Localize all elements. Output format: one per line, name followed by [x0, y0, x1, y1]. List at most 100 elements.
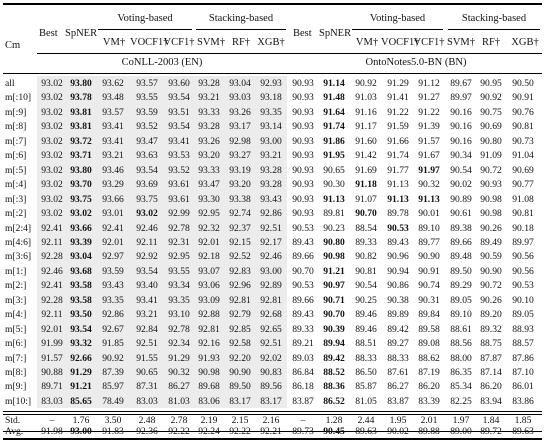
table-cell: 1.28	[325, 415, 343, 426]
table-cell: 87.39	[102, 367, 124, 378]
table-cell: 90.26	[480, 294, 502, 306]
table-cell: 90.90	[480, 265, 502, 277]
row-label: Std.	[5, 415, 21, 426]
row-label: m[4:6]	[5, 236, 32, 248]
table-cell: 90.56	[512, 251, 534, 263]
table-cell: 92.74	[229, 208, 251, 220]
table-cell: 92.83	[229, 265, 251, 277]
row-label: Avg.	[5, 426, 24, 437]
table-cell: 93.35	[168, 294, 190, 306]
table-cell: 93.63	[136, 150, 158, 162]
table-cell: 93.28	[198, 78, 220, 89]
table-cell: 93.21	[136, 309, 158, 321]
table-cell: 89.46	[355, 323, 377, 335]
table-cell: 2.44	[357, 415, 375, 426]
table-cell: 92.81	[260, 294, 282, 306]
table-cell: 2.19	[200, 415, 218, 426]
table-cell: 93.40	[136, 280, 158, 292]
table-cell: 91.29	[168, 352, 190, 364]
table-cell: 90.72	[480, 164, 502, 176]
table-cell: 90.97	[323, 280, 345, 292]
table-cell: 91.41	[387, 92, 409, 104]
table-cell: 92.93	[260, 78, 282, 89]
table-cell: 91.03	[355, 92, 377, 104]
table-cell: 90.93	[292, 150, 314, 162]
table-cell: 93.20	[198, 150, 220, 162]
table-cell: 78.49	[102, 395, 124, 407]
table-cell: 93.10	[168, 309, 190, 321]
table-cell: 81.05	[355, 395, 377, 407]
table-cell: 90.93	[292, 106, 314, 118]
table-cell: 93.19	[229, 164, 251, 176]
table-cell: 90.90	[418, 251, 440, 263]
table-cell: 93.17	[229, 121, 251, 133]
table-cell: 2.15	[231, 415, 249, 426]
table-cell: 93.07	[198, 265, 220, 277]
table-cell: 1.85	[514, 415, 532, 426]
table-cell: 1.95	[389, 415, 407, 426]
table-cell: 93.00	[260, 265, 282, 277]
table-cell: 93.55	[136, 92, 158, 104]
table-cell: 90.90	[229, 367, 251, 378]
table-cell: 90.91	[512, 92, 534, 104]
table-cell: 2.48	[138, 415, 156, 426]
table-cell: 91.13	[418, 193, 440, 205]
table-cell: 89.94	[323, 338, 345, 350]
table-cell: 90.56	[512, 265, 534, 277]
table-cell: 83.17	[229, 395, 251, 407]
table-cell: 89.38	[450, 222, 472, 234]
table-cell: 89.66	[292, 294, 314, 306]
dataset-label-conll: CoNLL-2003 (EN)	[121, 57, 203, 68]
table-cell: 83.87	[292, 395, 314, 407]
table-cell: 87.10	[512, 367, 534, 378]
row-label: m[6:]	[5, 338, 27, 350]
row-label: m[:8]	[5, 121, 27, 133]
table-cell: 90.61	[450, 208, 472, 220]
table-cell: 93.35	[102, 294, 124, 306]
table-cell: 93.62	[102, 78, 124, 89]
table-cell: 89.73	[292, 426, 314, 437]
table-cell: 91.98	[41, 426, 63, 437]
table-cell: 90.45	[323, 426, 345, 437]
dataset-label-ontonotes: OntoNotes5.0-BN (BN)	[365, 57, 467, 68]
table-cell: 91.60	[355, 135, 377, 147]
table-cell: 90.92	[480, 92, 502, 104]
table-cell: 89.43	[292, 236, 314, 248]
table-cell: 93.18	[260, 92, 282, 104]
table-cell: 90.77	[512, 179, 534, 191]
table-cell: 92.15	[229, 236, 251, 248]
stacking-underline-right	[448, 29, 540, 30]
table-cell: 91.12	[418, 78, 440, 89]
table-cell: 92.89	[260, 280, 282, 292]
table-cell: 93.02	[41, 164, 63, 176]
row-label: m[:5]	[5, 164, 27, 176]
table-cell: 93.28	[260, 164, 282, 176]
table-cell: 91.77	[387, 164, 409, 176]
row-label: m[:10]	[5, 92, 32, 104]
table-cell: 93.58	[70, 294, 92, 306]
table-cell: 90.26	[480, 222, 502, 234]
table-cell: 93.48	[102, 92, 124, 104]
row-label: m[:9]	[5, 106, 27, 118]
table-cell: 92.51	[260, 338, 282, 350]
xgb-header-left: XGB†	[257, 37, 285, 48]
table-cell: 90.96	[387, 251, 409, 263]
table-cell: 90.18	[512, 222, 534, 234]
table-cell: 89.42	[387, 323, 409, 335]
table-cell: 93.06	[198, 280, 220, 292]
table-cell: 89.88	[418, 426, 440, 437]
table-cell: 90.88	[41, 367, 63, 378]
spner-header-right: SpNER	[319, 28, 352, 39]
table-cell: 89.05	[450, 294, 472, 306]
table-cell: 89.10	[418, 222, 440, 234]
table-cell: 93.02	[41, 106, 63, 118]
table-cell: 90.95	[480, 78, 502, 89]
table-cell: 89.68	[198, 381, 220, 393]
xgb-header-right: XGB†	[511, 37, 539, 48]
table-cell: 90.93	[292, 208, 314, 220]
table-cell: 93.02	[41, 135, 63, 147]
table-cell: 90.02	[450, 179, 472, 191]
table-cell: 91.67	[418, 150, 440, 162]
table-row: m[8:] 90.88 91.29 87.39 90.65 90.32 90.98 90.90…	[0, 365, 545, 380]
